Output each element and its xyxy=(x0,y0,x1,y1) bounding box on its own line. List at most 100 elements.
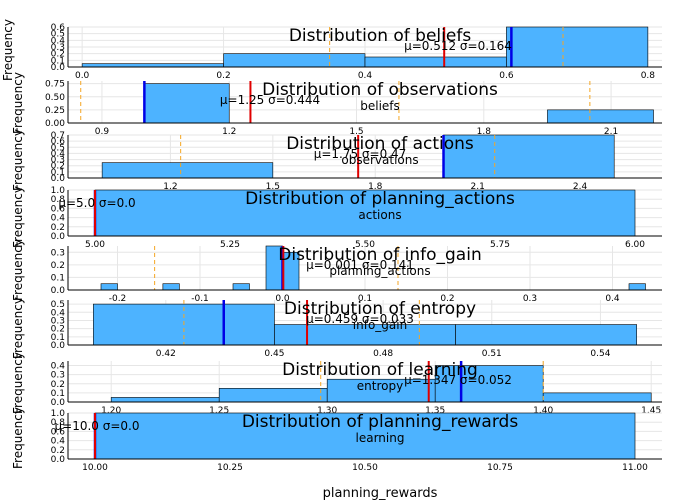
panel-title: Distribution of entropy xyxy=(284,299,476,319)
y-tick-label: 0.4 xyxy=(51,214,66,224)
y-tick-label: 0.4 xyxy=(51,36,66,46)
stats-annotation: μ=0.459 σ=0.033 xyxy=(306,312,414,326)
x-tick-label: 1.2 xyxy=(163,182,177,192)
stats-annotation: μ=1.75 σ=0.47 xyxy=(314,147,407,161)
y-tick-label: 0.00 xyxy=(45,119,65,129)
y-tick-label: 0.25 xyxy=(45,106,65,116)
y-tick-label: 0.7 xyxy=(51,131,65,141)
panel-title: Distribution of info_gain xyxy=(278,245,481,265)
panel-title: Distribution of actions xyxy=(286,134,474,154)
y-tick-label: 0.2 xyxy=(51,325,65,335)
x-tick-label: 0.54 xyxy=(590,349,610,359)
y-tick-label: 0.1 xyxy=(51,56,65,66)
y-axis-label: Frequency xyxy=(11,352,25,414)
x-tick-label: 0.42 xyxy=(156,349,176,359)
histogram-panel: -0.2 -0.1 0.0 0.1 0.2 0.3 0.4 0.0 0.1 0.2 0.3 Frequ… xyxy=(11,239,662,304)
panel-xlabel: actions xyxy=(358,208,401,222)
histogram-bar xyxy=(232,283,250,291)
y-tick-label: 0.4 xyxy=(51,149,66,159)
y-tick-label: 0.5 xyxy=(51,300,65,310)
histogram-panel: 1.20 1.25 1.30 1.35 1.40 1.45 0.00.10.20.30.4 F… xyxy=(11,352,662,416)
x-tick-label: 1.5 xyxy=(349,127,363,137)
histogram-bar xyxy=(506,26,649,68)
histogram-bar xyxy=(101,162,274,179)
y-tick-label: 0.1 xyxy=(51,168,65,178)
x-tick-label: 1.20 xyxy=(101,406,121,416)
stats-annotation: μ=0.001 σ=0.141 xyxy=(306,258,414,272)
panel-xlabel: observations xyxy=(341,153,418,167)
x-tick-label: 10.00 xyxy=(82,463,108,473)
x-tick-label: 0.8 xyxy=(641,71,656,81)
y-tick-label: 0.4 xyxy=(51,437,66,447)
y-tick-label: 1.0 xyxy=(51,186,66,196)
y-tick-label: 0.6 xyxy=(51,137,66,147)
x-tick-label: 2.4 xyxy=(573,182,588,192)
stats-annotation: μ=5.0 σ=0.0 xyxy=(58,196,135,210)
histogram-bar xyxy=(144,83,230,124)
x-tick-label: 2.1 xyxy=(604,127,618,137)
x-tick-label: 1.30 xyxy=(317,406,337,416)
histogram-bar xyxy=(100,283,118,291)
x-tick-label: 0.4 xyxy=(605,294,620,304)
y-tick-label: 0.75 xyxy=(45,80,65,90)
y-tick-label: 0.4 xyxy=(51,362,66,372)
x-tick-label: 0.48 xyxy=(373,349,393,359)
y-axis-label: Frequency xyxy=(11,129,25,191)
y-tick-label: 0.5 xyxy=(51,143,65,153)
y-tick-label: 0.1 xyxy=(51,389,65,399)
x-tick-label: 10.75 xyxy=(487,463,513,473)
x-tick-label: 0.2 xyxy=(440,294,454,304)
figure-xlabel: planning_rewards xyxy=(323,486,438,500)
x-tick-label: 5.25 xyxy=(220,240,240,250)
y-tick-label: 0.0 xyxy=(51,174,66,184)
stats-annotation: μ=1.25 σ=0.444 xyxy=(220,93,320,107)
y-tick-label: 0.0 xyxy=(51,232,66,242)
y-tick-label: 0.1 xyxy=(51,333,65,343)
panel-title: Distribution of planning_rewards xyxy=(242,412,519,432)
x-tick-label: 5.00 xyxy=(85,240,105,250)
y-tick-label: 0.8 xyxy=(51,195,66,205)
histogram-bar xyxy=(364,56,507,68)
x-tick-label: 0.9 xyxy=(95,127,110,137)
x-tick-label: 5.75 xyxy=(490,240,510,250)
x-tick-label: 10.25 xyxy=(217,463,243,473)
histogram-panel: 5.00 5.25 5.50 5.75 6.00 0.00.20.40.60.81.0 Fr… xyxy=(11,186,662,250)
y-tick-label: 0.6 xyxy=(51,204,66,214)
y-tick-label: 0.50 xyxy=(45,93,65,103)
x-tick-label: 1.35 xyxy=(425,406,445,416)
x-tick-label: -0.1 xyxy=(191,294,209,304)
y-axis-label: Frequency xyxy=(11,72,25,134)
x-tick-label: 0.4 xyxy=(358,71,373,81)
x-tick-label: 1.2 xyxy=(222,127,236,137)
y-tick-label: 0.0 xyxy=(51,63,66,73)
y-tick-label: 0.2 xyxy=(51,261,65,271)
x-tick-label: 1.5 xyxy=(266,182,280,192)
y-tick-label: 0.2 xyxy=(51,446,65,456)
stats-annotation: μ=1.347 σ=0.052 xyxy=(404,373,512,387)
y-tick-label: 0.2 xyxy=(51,162,65,172)
panel-title: Distribution of beliefs xyxy=(289,26,472,46)
histogram-bar xyxy=(94,412,636,460)
histogram-panel: 0.42 0.45 0.48 0.51 0.540.00.10.20.30.40.5Fr… xyxy=(11,297,662,359)
histogram-bar xyxy=(434,365,544,403)
y-tick-label: 0.0 xyxy=(51,398,66,408)
x-tick-label: 6.00 xyxy=(625,240,645,250)
panel-title: Distribution of observations xyxy=(262,80,498,100)
y-axis-label: Frequency xyxy=(1,19,15,81)
histogram-panel: 0.0 0.2 0.4 0.6 0.80.00.10.20.30.40.50.6Freq… xyxy=(1,19,662,81)
panel-xlabel: entropy xyxy=(357,379,403,393)
y-tick-label: 0.0 xyxy=(51,286,66,296)
x-tick-label: 0.3 xyxy=(523,294,537,304)
histogram-bar xyxy=(542,392,652,403)
y-tick-label: 0.2 xyxy=(51,380,65,390)
y-tick-label: 0.0 xyxy=(51,341,66,351)
x-tick-label: 1.8 xyxy=(368,182,383,192)
panel-xlabel: planning_actions xyxy=(329,264,430,278)
x-tick-label: 0.2 xyxy=(216,71,230,81)
histogram-bar xyxy=(547,109,654,124)
histogram-bar xyxy=(218,388,328,403)
y-tick-label: 0.4 xyxy=(51,308,66,318)
x-tick-label: -0.2 xyxy=(109,294,127,304)
y-tick-label: 0.3 xyxy=(51,316,65,326)
histogram-bar xyxy=(162,283,180,291)
